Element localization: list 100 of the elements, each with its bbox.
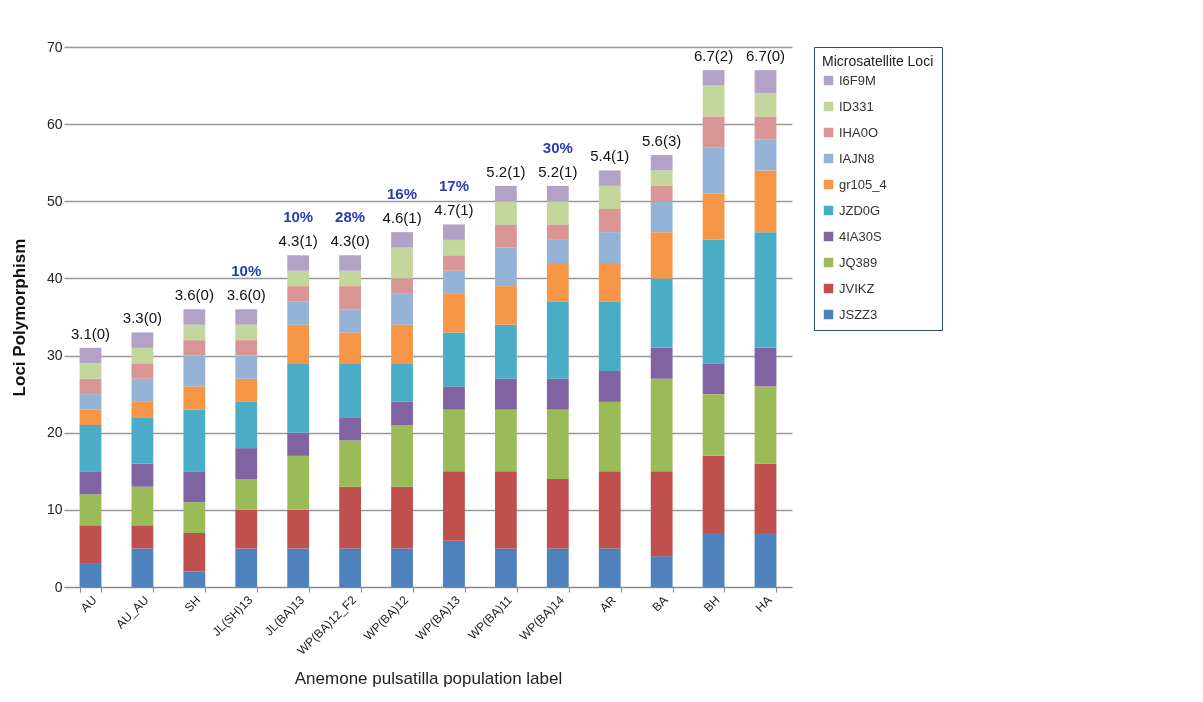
annotation: 6.7(0) <box>745 47 786 65</box>
bar <box>339 332 362 364</box>
bar <box>183 309 206 325</box>
annotation: 28% <box>335 208 366 226</box>
bar <box>494 286 517 325</box>
bar <box>650 278 673 348</box>
bar <box>183 340 206 356</box>
bar <box>443 540 465 587</box>
bar <box>754 170 777 233</box>
bar <box>339 255 362 271</box>
bar <box>183 355 206 387</box>
bar <box>235 355 258 379</box>
bar <box>235 509 258 549</box>
bar <box>702 363 725 395</box>
bar <box>339 270 362 287</box>
bar <box>650 185 673 202</box>
bar <box>131 525 154 549</box>
bar <box>391 425 413 487</box>
annotation: 3.6(0) <box>226 286 266 304</box>
x-tick-label: AR <box>597 592 619 615</box>
bar <box>443 255 465 271</box>
bar <box>702 455 725 533</box>
bar <box>443 293 465 333</box>
bar <box>391 363 413 402</box>
bar <box>287 455 310 510</box>
legend-label: 4IA30S <box>839 228 882 244</box>
bar <box>79 425 102 472</box>
bar <box>391 293 413 325</box>
bar <box>650 170 673 186</box>
bar <box>391 486 413 549</box>
x-tick-label: BH <box>700 593 723 615</box>
annotation: 10% <box>283 208 314 226</box>
bar <box>391 548 413 587</box>
x-tick-label: HA <box>752 593 775 615</box>
bar <box>650 347 673 379</box>
bar <box>702 85 725 117</box>
bar <box>754 533 777 587</box>
y-tick-label: 30 <box>46 347 63 364</box>
bar <box>443 239 465 256</box>
bar <box>494 224 517 248</box>
annotation: 6.7(2) <box>694 47 734 65</box>
bar <box>235 324 258 341</box>
legend-label: JSZZ3 <box>839 306 878 322</box>
x-tick-label: AU <box>77 593 100 615</box>
bar <box>391 232 413 248</box>
bar <box>494 471 517 549</box>
bar <box>754 116 777 140</box>
bar <box>702 193 725 240</box>
bar <box>235 448 258 479</box>
bar <box>79 494 102 526</box>
bar <box>598 548 621 587</box>
bar <box>235 378 258 402</box>
bar <box>131 548 154 587</box>
bar <box>339 486 362 549</box>
x-tick-label: BA <box>649 593 671 615</box>
y-tick-label: 0 <box>54 578 63 595</box>
bar <box>183 409 206 472</box>
legend-label: ID331 <box>839 98 874 114</box>
bar <box>131 401 154 418</box>
y-tick-label: 20 <box>46 424 63 441</box>
bar <box>754 139 777 171</box>
annotation: 5.6(3) <box>642 132 682 149</box>
bar <box>235 401 258 449</box>
bar <box>131 347 154 364</box>
legend-label: I6F9M <box>839 72 876 88</box>
bar <box>546 409 569 479</box>
bar <box>79 563 102 587</box>
bar <box>598 232 621 263</box>
y-tick-label: 50 <box>46 192 63 209</box>
bar <box>598 471 621 549</box>
bar <box>183 571 206 587</box>
bar <box>131 332 154 348</box>
bar <box>131 486 154 526</box>
bar <box>79 471 102 495</box>
bar <box>79 525 102 564</box>
bar <box>287 286 310 302</box>
bar <box>702 147 725 194</box>
bar <box>754 386 777 464</box>
bar <box>754 70 777 94</box>
y-tick-label: 60 <box>46 115 63 132</box>
bar <box>754 347 777 387</box>
bar <box>131 417 154 464</box>
bar <box>650 232 673 279</box>
bar <box>391 401 413 425</box>
annotation: 30% <box>542 138 573 156</box>
bar <box>235 479 258 510</box>
bar <box>235 548 258 587</box>
legend-label: JVIKZ <box>839 280 875 296</box>
legend-label: JQ389 <box>839 254 878 270</box>
legend-label: JZD0G <box>839 202 881 218</box>
bar <box>339 440 362 487</box>
bar <box>598 301 621 371</box>
bar <box>79 347 102 364</box>
bar <box>702 239 725 364</box>
bar <box>79 394 102 410</box>
y-tick-label: 10 <box>46 501 63 518</box>
bar <box>546 301 569 379</box>
bar <box>183 533 206 572</box>
y-tick-label: 70 <box>46 38 63 55</box>
bar <box>235 309 258 325</box>
